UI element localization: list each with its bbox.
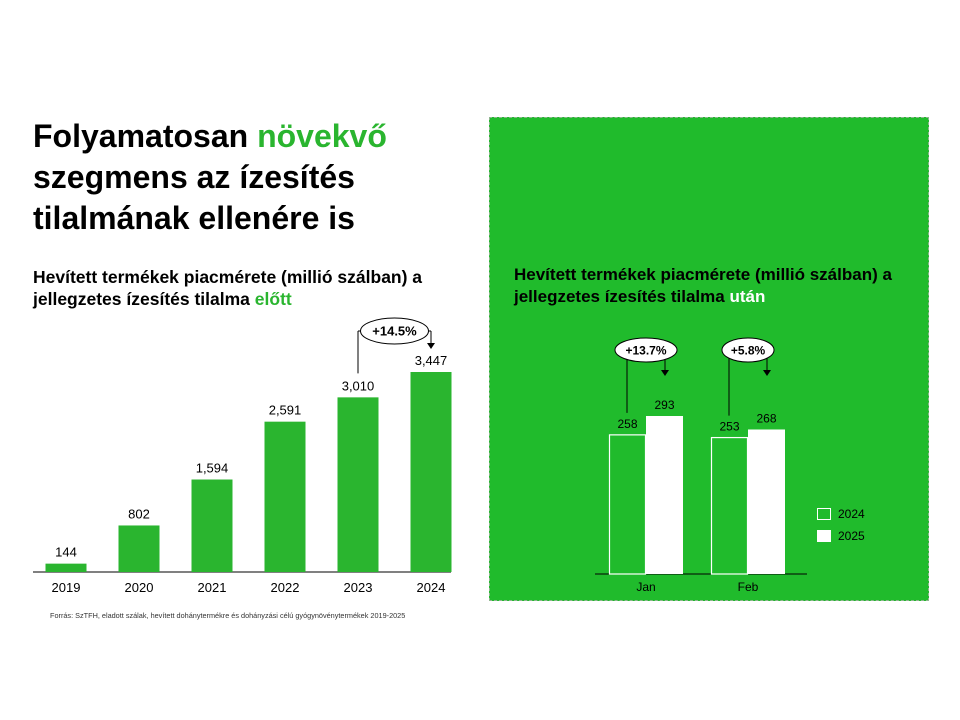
bar-value-label: 3,010 [342,378,375,393]
bar-2024-Feb [710,436,749,575]
annotation-arrowhead [661,370,669,376]
left-chart-title-accent: előtt [254,289,292,309]
x-tick-label: Feb [738,580,759,594]
bar-2021 [191,479,233,572]
bar-2024-Jan [608,434,647,575]
annotation-label: +14.5% [372,324,417,339]
headline-part1: Folyamatosan [33,118,258,154]
x-tick-label: 2024 [417,580,446,595]
bar-value-label: 268 [756,411,776,425]
annotation-label: +5.8% [731,344,766,358]
annotation-oval [721,337,775,363]
headline-accent: növekvő [257,118,387,154]
x-tick-label: 2020 [125,580,154,595]
x-tick-label: 2022 [271,580,300,595]
legend-swatch-2025 [817,530,831,542]
legend-label-2025: 2025 [838,529,865,543]
legend-item-2025: 2025 [817,525,865,547]
bar-2022 [264,421,306,572]
source-note: Forrás: SzTFH, eladott szálak, hevített … [50,611,406,620]
right-chart-title: Hevített termékek piacmérete (millió szá… [514,264,924,308]
bar-value-label: 3,447 [415,353,448,368]
left-chart-title: Hevített termékek piacmérete (millió szá… [33,266,453,310]
bar-value-label: 2,591 [269,403,302,418]
bar-value-label: 253 [719,420,739,434]
headline: Folyamatosan növekvő szegmens az ízesíté… [33,116,453,239]
bar-value-label: 1,594 [196,461,229,476]
bar-value-label: 144 [55,545,77,560]
bar-value-label: 802 [128,506,150,521]
right-chart-title-accent: után [729,287,766,306]
bar-value-label: 293 [654,398,674,412]
annotation-label: +13.7% [625,344,666,358]
headline-part2: szegmens az ízesítés tilalmának ellenére… [33,159,355,236]
legend-swatch-2024 [817,508,831,520]
annotation-oval [360,317,429,345]
x-tick-label: 2023 [344,580,373,595]
right-chart-title-part1: Hevített termékek piacmérete (millió szá… [514,265,892,306]
right-bar-chart: 258 293 Jan +13.7% 253 268 Feb +5.8% [595,337,807,594]
legend-label-2024: 2024 [838,507,865,521]
bar-value-label: 258 [617,417,637,431]
x-tick-label: 2019 [52,580,81,595]
annotation-arrowhead [427,343,435,349]
bar-2025-Feb [748,429,785,574]
legend: 2024 2025 [817,503,865,547]
bar-2023 [337,397,379,572]
left-chart-title-part1: Hevített termékek piacmérete (millió szá… [33,267,423,309]
annotation-arrowhead [763,370,771,376]
bar-2024 [410,372,452,572]
legend-item-2024: 2024 [817,503,865,525]
bar-2025-Jan [646,416,683,574]
annotation-oval [614,337,678,363]
right-chart-panel: Hevített termékek piacmérete (millió szá… [489,117,929,601]
bar-2019 [45,563,87,572]
x-tick-label: Jan [636,580,655,594]
left-bar-chart: 144 2019 802 2020 1,594 2021 2,591 2022 3,010 202… [33,317,452,595]
bar-2020 [118,525,160,572]
x-tick-label: 2021 [198,580,227,595]
